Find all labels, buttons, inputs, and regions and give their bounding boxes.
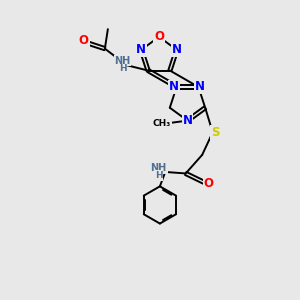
- Text: H: H: [119, 64, 126, 73]
- Text: O: O: [154, 30, 164, 44]
- Text: NH: NH: [114, 56, 131, 66]
- Text: S: S: [211, 126, 219, 139]
- Text: N: N: [169, 80, 179, 94]
- Text: N: N: [172, 43, 182, 56]
- Text: CH₃: CH₃: [153, 118, 171, 127]
- Text: N: N: [136, 43, 146, 56]
- Text: O: O: [79, 34, 89, 47]
- Text: H: H: [155, 171, 163, 180]
- Text: N: N: [195, 80, 205, 94]
- Text: N: N: [182, 114, 193, 127]
- Text: NH: NH: [151, 163, 167, 173]
- Text: O: O: [204, 177, 214, 190]
